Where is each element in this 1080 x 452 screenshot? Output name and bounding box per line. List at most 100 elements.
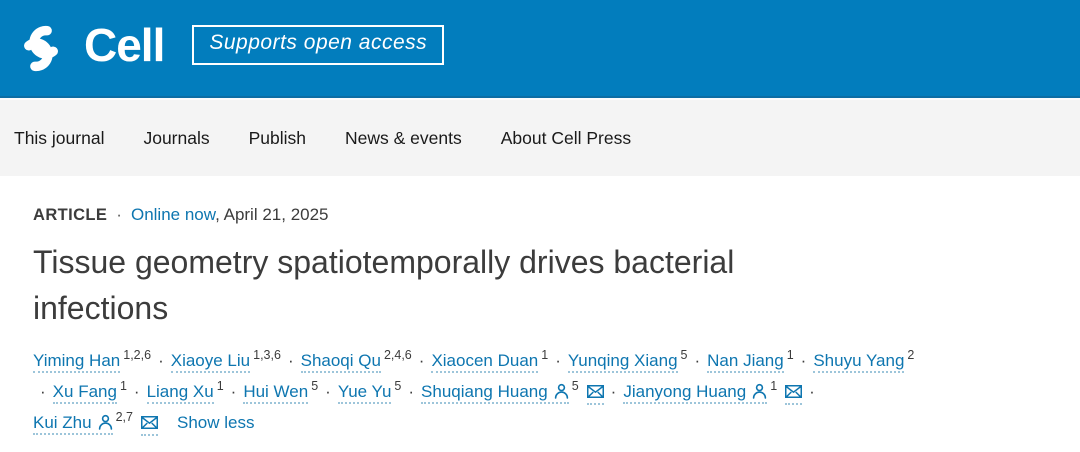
author-name: Xiaocen Duan	[431, 351, 539, 370]
author: Nan Jiang 1	[707, 348, 794, 373]
nav-item-about-cell-press[interactable]: About Cell Press	[500, 127, 632, 148]
nav-item-this-journal[interactable]: This journal	[14, 127, 105, 148]
author-name: Shuyu Yang	[813, 351, 905, 370]
author-affiliation-numbers: 1	[119, 379, 127, 394]
author: Kui Zhu 2,7	[33, 411, 158, 436]
author-separator: ·	[610, 382, 617, 401]
author-name: Shaoqi Qu	[300, 351, 381, 370]
eyebrow-separator: ·	[116, 205, 122, 224]
author-affiliation-numbers: 5	[311, 379, 319, 394]
author-name: Kui Zhu	[33, 413, 92, 432]
author-affiliation-numbers: 5	[680, 348, 688, 363]
author: Xiaoye Liu 1,3,6	[170, 348, 281, 373]
nav-item-news-events[interactable]: News & events	[345, 127, 462, 148]
author-list: Yiming Han 1,2,6 · Xiaoye Liu 1,3,6 · Shaoqi Q…	[33, 345, 1047, 438]
author-name: Yunqing Xiang	[567, 351, 678, 370]
author-name: Liang Xu	[146, 382, 214, 401]
author-affiliation-numbers: 2	[907, 348, 915, 363]
cell-brand[interactable]: Cell	[13, 19, 165, 75]
author-name: Shuqiang Huang	[421, 382, 548, 401]
author-row: · Xu Fang 1 · Liang Xu 1 · Hui Wen 5 · Yue Yu 5 · Shu…	[33, 376, 1047, 407]
author-name: Yue Yu	[337, 382, 392, 401]
author: Shuyu Yang 2	[813, 348, 915, 373]
author-separator: ·	[230, 382, 237, 401]
open-access-badge: Supports open access	[192, 25, 445, 65]
person-icon	[92, 413, 113, 432]
author-separator: ·	[133, 382, 140, 401]
author-link[interactable]: Hui Wen	[243, 382, 309, 404]
author: Shuqiang Huang 5	[421, 379, 604, 405]
author: Jianyong Huang 1	[623, 379, 803, 405]
article-title: Tissue geometry spatiotemporally drives …	[33, 239, 1047, 331]
author-separator: ·	[40, 382, 46, 401]
publish-date: , April 21, 2025	[215, 205, 329, 224]
author: Liang Xu 1	[146, 379, 224, 404]
author-name: Jianyong Huang	[623, 382, 747, 401]
author-link[interactable]: Shaoqi Qu	[300, 351, 381, 373]
author-name: Xu Fang	[52, 382, 117, 401]
author-separator: ·	[694, 351, 701, 370]
author-name: Nan Jiang	[707, 351, 784, 370]
author-affiliation-numbers: 5	[394, 379, 402, 394]
author-separator: ·	[325, 382, 331, 401]
author-row: Kui Zhu 2,7 Show less	[33, 407, 1047, 438]
author-name: Yiming Han	[33, 351, 121, 370]
author: Hui Wen 5	[243, 379, 319, 404]
author-separator: ·	[408, 382, 415, 401]
author-link[interactable]: Yue Yu	[337, 382, 392, 404]
author: Yunqing Xiang 5	[567, 348, 688, 373]
author-affiliation-numbers: 1	[770, 379, 778, 394]
author: Shaoqi Qu 2,4,6	[300, 348, 412, 373]
author-affiliation-numbers: 2,4,6	[383, 348, 412, 363]
author: Yue Yu 5	[337, 379, 402, 404]
author-separator: ·	[809, 382, 815, 401]
author-link[interactable]: Nan Jiang	[707, 351, 784, 373]
site-header: Cell Supports open access	[0, 0, 1080, 98]
nav-item-publish[interactable]: Publish	[248, 127, 307, 148]
main-nav: This journal Journals Publish News & events…	[0, 98, 1080, 176]
author-link[interactable]: Jianyong Huang	[623, 382, 768, 404]
person-icon	[746, 382, 767, 401]
brand-name: Cell	[84, 19, 165, 71]
author-separator: ·	[800, 351, 807, 370]
nav-item-journals[interactable]: Journals	[143, 127, 210, 148]
author-affiliation-numbers: 5	[571, 379, 579, 394]
author-affiliation-numbers: 1,3,6	[253, 348, 281, 363]
author-affiliation-numbers: 1	[786, 348, 794, 363]
author-link[interactable]: Xiaoye Liu	[170, 351, 251, 373]
article-header: ARTICLE · Online now, April 21, 2025 Tissu…	[0, 176, 1080, 438]
article-type-label: ARTICLE	[33, 206, 108, 224]
author-link[interactable]: Shuyu Yang	[813, 351, 905, 373]
online-now-link[interactable]: Online now	[130, 205, 216, 224]
author-link[interactable]: Yiming Han	[33, 351, 121, 373]
author-separator: ·	[287, 351, 294, 370]
author: Yiming Han 1,2,6	[33, 348, 152, 373]
author-affiliation-numbers: 1,2,6	[123, 348, 152, 363]
article-title-line-2: infections	[33, 290, 169, 326]
author: Xu Fang 1	[52, 379, 127, 404]
author-separator: ·	[418, 351, 425, 370]
page-root: Cell Supports open access This journal Jo…	[0, 0, 1080, 438]
author-link[interactable]: Xu Fang	[52, 382, 117, 404]
article-title-line-1: Tissue geometry spatiotemporally drives …	[33, 244, 735, 280]
email-author-icon[interactable]	[140, 413, 158, 436]
author-name: Hui Wen	[243, 382, 309, 401]
author-name: Xiaoye Liu	[170, 351, 251, 370]
cell-logo-icon	[13, 24, 69, 73]
author-link[interactable]: Xiaocen Duan	[431, 351, 539, 373]
person-icon	[548, 382, 569, 401]
author-link[interactable]: Liang Xu	[146, 382, 214, 404]
author-row: Yiming Han 1,2,6 · Xiaoye Liu 1,3,6 · Shaoqi Q…	[33, 345, 1047, 376]
author-separator: ·	[158, 351, 164, 370]
author-affiliation-numbers: 1	[216, 379, 224, 394]
email-author-icon[interactable]	[785, 382, 803, 405]
author-link[interactable]: Shuqiang Huang	[421, 382, 569, 404]
email-author-icon[interactable]	[586, 382, 604, 405]
author-affiliation-numbers: 1	[541, 348, 549, 363]
author-link[interactable]: Yunqing Xiang	[567, 351, 678, 373]
open-access-badge-label: Supports open access	[209, 31, 428, 54]
author-link[interactable]: Kui Zhu	[33, 413, 113, 435]
show-less-link[interactable]: Show less	[176, 413, 255, 432]
eyebrow-row: ARTICLE · Online now, April 21, 2025	[33, 205, 1047, 225]
author: Xiaocen Duan 1	[431, 348, 549, 373]
